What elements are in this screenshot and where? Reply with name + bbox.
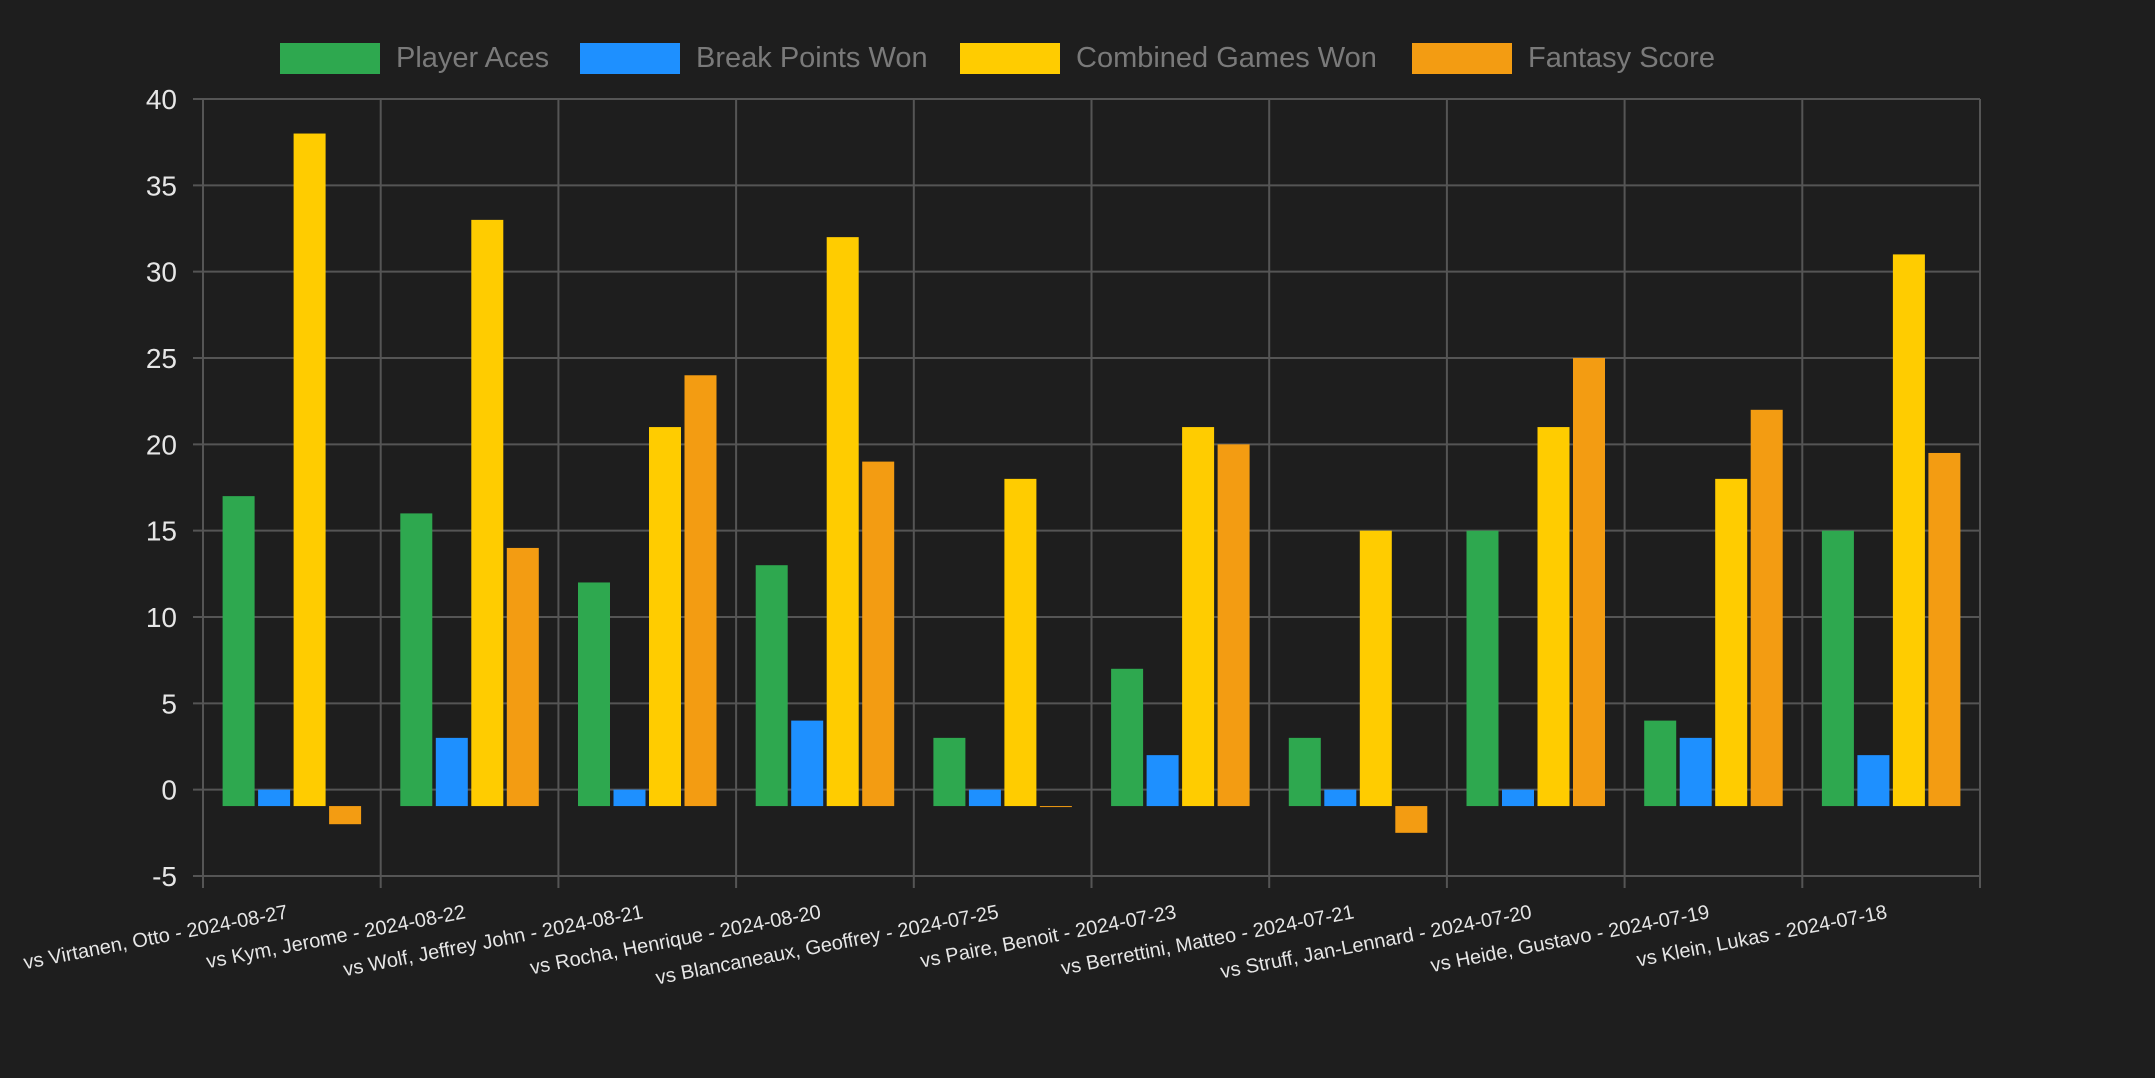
bar-combined-games-won xyxy=(1537,427,1570,807)
bar-fantasy-score xyxy=(1928,452,1961,807)
bar-break-points-won xyxy=(791,720,824,807)
legend-label-combined-games-won: Combined Games Won xyxy=(1076,41,1377,74)
bar-player-aces xyxy=(1111,668,1144,807)
y-tick-label: 35 xyxy=(146,170,177,201)
bar-break-points-won xyxy=(1324,789,1357,807)
legend: Player Aces Break Points Won Combined Ga… xyxy=(0,38,2155,78)
y-tick-label: 30 xyxy=(146,257,177,288)
bar-fantasy-score xyxy=(1395,806,1428,833)
x-tick-label: vs Berrettini, Matteo - 2024-07-21 xyxy=(1059,901,1356,979)
bar-break-points-won xyxy=(435,737,468,807)
bar-break-points-won xyxy=(1502,789,1534,807)
legend-item-player-aces[interactable]: Player Aces xyxy=(280,38,549,78)
bar-player-aces xyxy=(400,513,433,807)
y-tick-label: 20 xyxy=(146,429,177,460)
bar-player-aces xyxy=(222,496,255,807)
bar-player-aces xyxy=(1466,530,1499,807)
bar-fantasy-score xyxy=(1217,444,1250,807)
legend-label-player-aces: Player Aces xyxy=(396,41,550,74)
bar-player-aces xyxy=(578,582,610,807)
y-tick-label: 15 xyxy=(146,516,177,547)
bar-combined-games-won xyxy=(293,133,326,807)
y-tick-label: 40 xyxy=(146,84,177,115)
legend-swatch-player-aces xyxy=(280,42,380,74)
y-tick-label: 25 xyxy=(146,343,177,374)
bar-fantasy-score xyxy=(1039,806,1072,808)
bar-fantasy-score xyxy=(506,547,539,807)
bar-break-points-won xyxy=(1146,755,1179,807)
x-tick-label: vs Struff, Jan-Lennard - 2024-07-20 xyxy=(1219,901,1534,983)
bar-fantasy-score xyxy=(1750,409,1783,807)
bar-player-aces xyxy=(1644,720,1677,807)
legend-swatch-fantasy-score xyxy=(1412,42,1512,74)
bar-fantasy-score xyxy=(329,806,362,825)
bar-break-points-won xyxy=(1857,755,1890,807)
bar-break-points-won xyxy=(258,789,291,807)
y-tick-label: 10 xyxy=(146,602,177,633)
legend-item-fantasy-score[interactable]: Fantasy Score xyxy=(1412,38,1715,78)
y-tick-label: -5 xyxy=(152,861,177,892)
bar-combined-games-won xyxy=(1892,254,1925,807)
y-tick-label: 5 xyxy=(161,688,177,719)
bar-player-aces xyxy=(1288,737,1321,807)
bar-fantasy-score xyxy=(862,461,895,807)
bar-break-points-won xyxy=(613,789,646,807)
x-tick-label: vs Wolf, Jeffrey John - 2024-08-21 xyxy=(341,901,645,981)
bar-fantasy-score xyxy=(684,375,717,807)
legend-item-break-points-won[interactable]: Break Points Won xyxy=(580,38,928,78)
bar-break-points-won xyxy=(968,789,1001,807)
bar-player-aces xyxy=(933,737,966,807)
legend-swatch-break-points-won xyxy=(580,42,680,74)
legend-swatch-combined-games-won xyxy=(960,42,1060,74)
bar-combined-games-won xyxy=(826,237,859,807)
legend-item-combined-games-won[interactable]: Combined Games Won xyxy=(960,38,1377,78)
bar-combined-games-won xyxy=(1359,530,1392,807)
bar-combined-games-won xyxy=(1182,427,1215,807)
legend-label-break-points-won: Break Points Won xyxy=(696,41,928,74)
bar-combined-games-won xyxy=(1715,478,1748,807)
bar-player-aces xyxy=(1821,530,1854,807)
bar-combined-games-won xyxy=(649,427,681,807)
bar-break-points-won xyxy=(1679,737,1712,807)
legend-label-fantasy-score: Fantasy Score xyxy=(1528,41,1715,74)
bar-fantasy-score xyxy=(1573,358,1605,807)
bar-combined-games-won xyxy=(1004,478,1037,807)
bar-player-aces xyxy=(755,565,788,807)
y-tick-label: 0 xyxy=(161,775,177,806)
bar-combined-games-won xyxy=(471,219,504,807)
